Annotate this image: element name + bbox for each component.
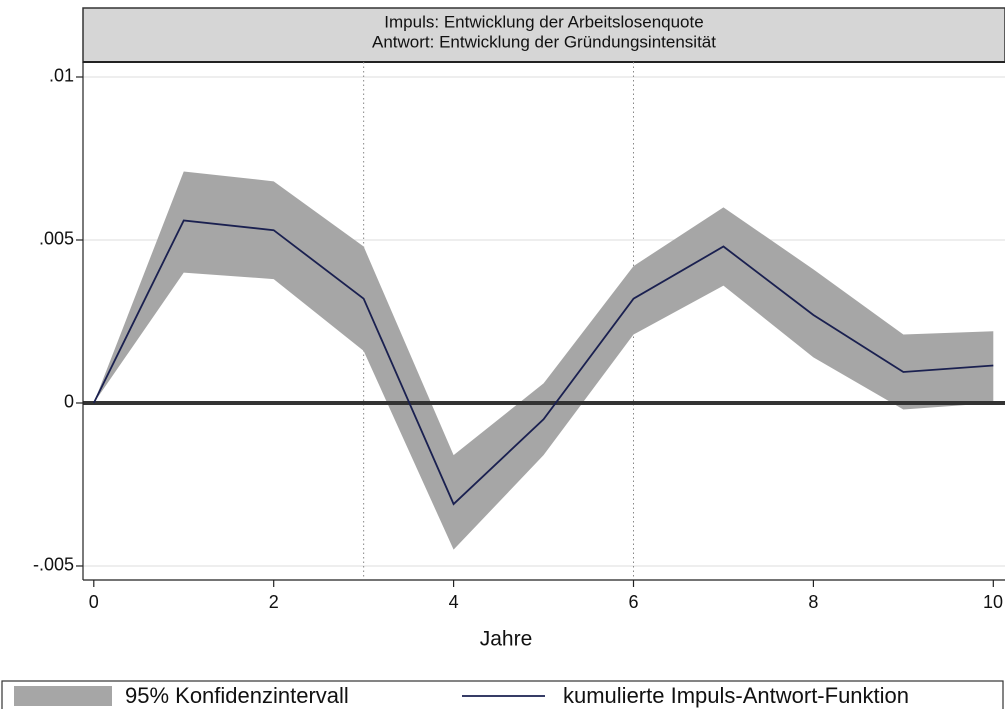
- x-tick-label: 8: [808, 592, 818, 612]
- y-tick-label: 0: [64, 392, 74, 412]
- x-tick-label: 10: [983, 592, 1003, 612]
- y-tick-label: .01: [49, 66, 74, 86]
- x-tick-label: 2: [269, 592, 279, 612]
- legend-label: kumulierte Impuls-Antwort-Funktion: [563, 683, 909, 708]
- x-axis-label: Jahre: [480, 628, 533, 651]
- x-tick-label: 6: [628, 592, 638, 612]
- y-tick-label: .005: [39, 229, 74, 249]
- x-tick-label: 0: [89, 592, 99, 612]
- x-tick-label: 4: [449, 592, 459, 612]
- header-box: [82, 7, 1005, 63]
- line: [92, 219, 994, 506]
- legend-box: [1, 680, 1004, 709]
- y-tick-label: -.005: [33, 555, 74, 575]
- title-line: Antwort: Entwicklung der Gründungsintens…: [372, 32, 716, 51]
- confidence-band: [93, 171, 994, 550]
- legend-label: 95% Konfidenzintervall: [125, 683, 349, 708]
- legend-swatch: [14, 686, 112, 706]
- title-line: Impuls: Entwicklung der Arbeitslosenquot…: [384, 12, 703, 31]
